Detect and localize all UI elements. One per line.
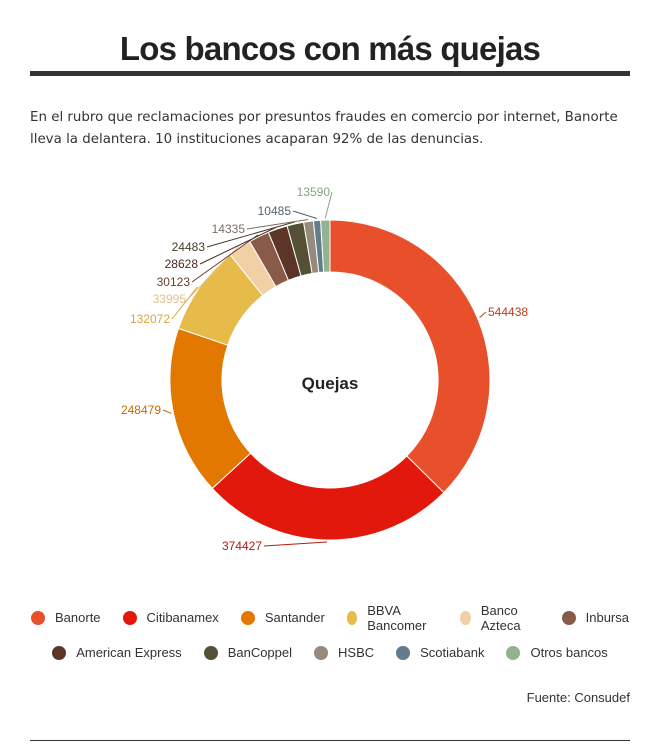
- data-label-inbursa: 30123: [157, 275, 191, 289]
- data-label-banorte: 544438: [488, 305, 528, 319]
- legend-label: BBVA Bancomer: [367, 602, 427, 633]
- legend-swatch: [203, 645, 218, 660]
- leader-banorte: [479, 311, 487, 318]
- legend-swatch: [346, 610, 358, 625]
- chart-legend: Banorte Citibanamex Santander BBVA Bancomer…: [20, 600, 640, 670]
- data-label-scotiabank: 10485: [258, 204, 292, 218]
- leader-scotiabank: [292, 210, 317, 220]
- legend-item-bancoppel[interactable]: BanCoppel: [203, 645, 293, 660]
- leader-bbva-bancomer: [171, 286, 198, 320]
- bottom-divider: [30, 740, 630, 741]
- donut-slices: [169, 219, 491, 541]
- donut-center-label: Quejas: [302, 374, 359, 393]
- data-label-citibanamex: 374427: [222, 539, 262, 553]
- title-underline: [30, 71, 630, 76]
- legend-swatch: [506, 645, 521, 660]
- legend-swatch: [314, 645, 329, 660]
- legend-item-otros-bancos[interactable]: Otros bancos: [506, 645, 608, 660]
- slice-banorte: [329, 219, 491, 494]
- data-label-bbva-bancomer: 132072: [130, 312, 170, 326]
- legend-item-banorte[interactable]: Banorte: [31, 610, 101, 625]
- leader-american-express: [199, 226, 278, 265]
- donut-chart: 544438 374427 248479 132072 33995 30123 28628 2…: [121, 185, 528, 553]
- legend-item-bbva-bancomer[interactable]: BBVA Bancomer: [346, 602, 439, 633]
- legend-item-banco-azteca[interactable]: Banco Azteca: [460, 603, 539, 633]
- chart-title: Los bancos con más quejas: [119, 30, 541, 67]
- legend-row: American Express BanCoppel HSBC Scotiabank O…: [20, 635, 640, 670]
- legend-swatch: [31, 610, 45, 625]
- legend-label: Santander: [264, 610, 325, 625]
- data-label-hsbc: 14335: [212, 222, 246, 236]
- legend-swatch: [396, 645, 411, 660]
- data-label-banco-azteca: 33995: [153, 292, 187, 306]
- legend-item-hsbc[interactable]: HSBC: [314, 645, 374, 660]
- legend-label: American Express: [76, 645, 182, 660]
- legend-item-citibanamex[interactable]: Citibanamex: [122, 610, 219, 625]
- leader-citibanamex: [263, 541, 328, 547]
- chart-subtitle: En el rubro que reclamaciones por presun…: [30, 110, 618, 147]
- legend-item-american-express[interactable]: American Express: [52, 645, 182, 660]
- data-label-otros-bancos: 13590: [297, 185, 331, 199]
- legend-swatch: [460, 610, 471, 625]
- legend-label: Inbursa: [585, 610, 629, 625]
- leader-inbursa: [191, 234, 259, 283]
- legend-label: Otros bancos: [530, 645, 608, 660]
- legend-swatch: [561, 610, 576, 625]
- leader-hsbc: [246, 218, 309, 230]
- data-labels: 544438 374427 248479 132072 33995 30123 28628 2…: [121, 185, 528, 553]
- leader-santander: [162, 409, 172, 414]
- legend-item-inbursa[interactable]: Inbursa: [561, 610, 629, 625]
- data-label-santander: 248479: [121, 403, 161, 417]
- slice-santander: [169, 327, 252, 490]
- legend-label: Banorte: [55, 610, 101, 625]
- legend-label: HSBC: [338, 645, 375, 660]
- legend-row: Banorte Citibanamex Santander BBVA Bancomer…: [20, 600, 640, 635]
- legend-swatch: [122, 610, 137, 625]
- leader-otros-bancos: [324, 191, 333, 219]
- legend-item-scotiabank[interactable]: Scotiabank: [396, 645, 484, 660]
- legend-label: Banco Azteca: [480, 602, 521, 633]
- data-label-american-express: 28628: [165, 257, 199, 271]
- legend-label: Scotiabank: [420, 645, 485, 660]
- legend-swatch: [240, 610, 255, 625]
- legend-label: Citibanamex: [146, 610, 219, 625]
- legend-item-santander[interactable]: Santander: [240, 610, 325, 625]
- source-note: Fuente: Consudef: [526, 690, 630, 705]
- label-leader-lines: [162, 191, 487, 547]
- legend-swatch: [52, 645, 67, 660]
- slice-citibanamex: [211, 452, 445, 541]
- slice-otros-bancos: [320, 219, 331, 273]
- leader-bancoppel: [206, 221, 295, 248]
- data-label-bancoppel: 24483: [172, 240, 206, 254]
- legend-label: BanCoppel: [227, 645, 293, 660]
